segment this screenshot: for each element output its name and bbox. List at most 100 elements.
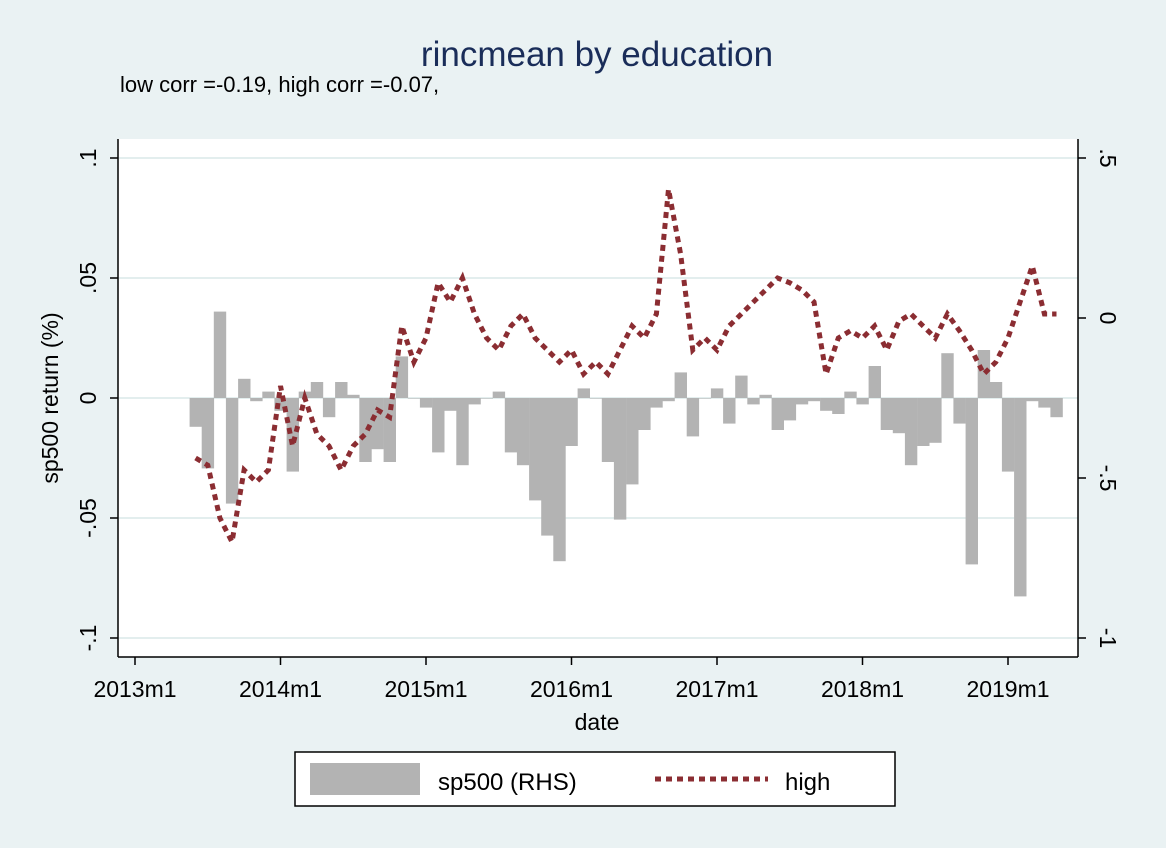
left-tick-label: 0 <box>75 392 101 405</box>
bar <box>1038 398 1051 408</box>
x-tick-label: 2014m1 <box>239 676 322 702</box>
bar <box>347 394 360 398</box>
legend-sp500-swatch <box>310 763 420 795</box>
legend: sp500 (RHS) high <box>294 751 896 807</box>
bar <box>917 398 930 446</box>
right-tick-label: 0 <box>1095 312 1121 325</box>
bar <box>1001 398 1015 472</box>
bar <box>541 398 554 536</box>
bar <box>577 388 590 398</box>
bar <box>444 398 457 411</box>
bar <box>710 388 724 398</box>
bar <box>929 398 942 443</box>
bar <box>529 398 542 501</box>
bar <box>844 391 857 398</box>
x-tick-label: 2017m1 <box>675 676 758 702</box>
x-tick-label: 2013m1 <box>93 676 176 702</box>
x-tick-label: 2015m1 <box>384 676 467 702</box>
bar <box>941 353 954 398</box>
bar <box>747 398 760 405</box>
bar <box>456 398 469 466</box>
bar <box>759 394 772 398</box>
bar <box>613 398 627 520</box>
bar <box>989 382 1003 398</box>
bar <box>904 398 918 466</box>
bar <box>492 391 506 398</box>
bar <box>419 398 433 408</box>
bar <box>310 382 324 398</box>
bar <box>565 398 578 446</box>
bar <box>1050 398 1063 418</box>
left-tick-label: -.05 <box>75 498 101 538</box>
bar <box>626 398 639 485</box>
bar <box>892 398 906 434</box>
bar <box>480 398 493 399</box>
bar <box>225 398 239 504</box>
bar <box>856 398 869 405</box>
bar <box>965 398 978 565</box>
bar <box>601 398 615 462</box>
bar <box>1026 398 1039 402</box>
left-axis: .1 .05 0 -.05 -.1 <box>75 139 119 657</box>
bar <box>407 398 421 399</box>
bar <box>1014 398 1027 597</box>
bar <box>371 398 384 450</box>
bar <box>698 398 712 399</box>
bar <box>662 398 675 402</box>
x-tick-label: 2018m1 <box>821 676 904 702</box>
left-tick-label: -.1 <box>75 625 101 652</box>
right-axis: .5 0 -.5 -1 <box>1077 139 1121 657</box>
bar <box>262 391 275 398</box>
bar <box>880 398 894 430</box>
bar <box>504 398 518 453</box>
bar <box>977 350 991 398</box>
bar <box>432 398 445 453</box>
bar <box>953 398 966 424</box>
x-axis-title: date <box>575 709 620 735</box>
bar <box>468 398 481 405</box>
bar <box>868 366 881 398</box>
bar <box>516 398 530 466</box>
bar <box>553 398 566 562</box>
x-tick-label: 2016m1 <box>530 676 613 702</box>
high-line <box>194 188 1057 550</box>
sp500-bars <box>189 311 1063 597</box>
bar <box>189 398 202 427</box>
bar <box>201 398 215 469</box>
chart-subtitle: low corr =-0.19, high corr =-0.07, <box>120 72 439 97</box>
bar <box>735 375 748 398</box>
bar <box>783 398 797 421</box>
bottom-axis: 2013m1 2014m1 2015m1 2016m1 2017m1 2018m1 2019… <box>93 656 1078 702</box>
bar <box>832 398 845 414</box>
y-axis-title: sp500 return (%) <box>37 312 63 483</box>
right-tick-label: -1 <box>1095 628 1121 648</box>
left-tick-label: .05 <box>75 262 101 294</box>
bar <box>250 398 263 402</box>
bar <box>213 311 227 398</box>
bar <box>286 398 299 472</box>
bar <box>238 378 251 398</box>
left-tick-label: .1 <box>75 148 101 167</box>
bar <box>795 398 809 405</box>
bar <box>638 398 651 430</box>
legend-sp500-label: sp500 (RHS) <box>438 769 577 796</box>
bar <box>820 398 833 411</box>
right-tick-label: .5 <box>1095 148 1121 167</box>
bar <box>771 398 784 430</box>
right-tick-label: -.5 <box>1095 465 1121 492</box>
bar <box>589 398 603 399</box>
bar <box>723 398 736 424</box>
bar <box>322 398 336 418</box>
chart-title: rincmean by education <box>421 35 773 74</box>
bar <box>807 398 821 402</box>
bar <box>335 382 348 398</box>
bar <box>395 356 409 398</box>
bar <box>359 398 372 462</box>
bar <box>674 372 687 398</box>
bar <box>383 398 396 462</box>
x-tick-label: 2019m1 <box>966 676 1049 702</box>
bar <box>650 398 663 408</box>
bar <box>686 398 700 437</box>
legend-high-label: high <box>785 769 830 796</box>
